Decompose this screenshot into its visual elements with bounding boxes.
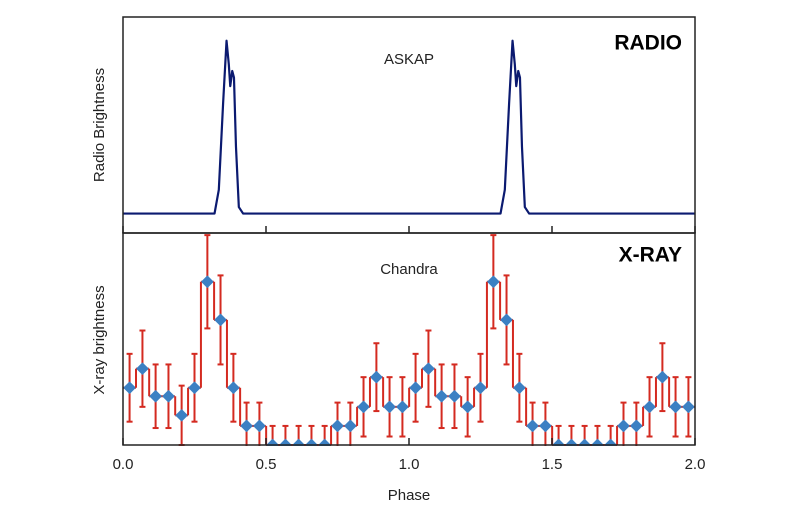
data-point (448, 389, 461, 403)
data-point (214, 313, 227, 327)
panel-label: X-RAY (619, 244, 682, 267)
annotation: Chandra (380, 261, 438, 278)
y-axis-label: Radio Brightness (91, 68, 108, 182)
data-point (526, 419, 539, 433)
data-point (474, 381, 487, 395)
data-point (331, 419, 344, 433)
data-point (617, 419, 630, 433)
x-tick-label: 0.5 (256, 456, 277, 473)
data-point (539, 419, 552, 433)
data-point (370, 370, 383, 384)
data-point (149, 389, 162, 403)
data-point (669, 400, 682, 414)
x-tick-label: 2.0 (685, 456, 706, 473)
data-point (175, 408, 188, 422)
data-point (162, 389, 175, 403)
data-point (630, 419, 643, 433)
data-point (487, 275, 500, 289)
data-point (396, 400, 409, 414)
data-point (656, 370, 669, 384)
data-point (422, 362, 435, 376)
plot-area (123, 234, 695, 446)
data-point (500, 313, 513, 327)
data-point (123, 381, 136, 395)
data-point (409, 381, 422, 395)
data-point (643, 400, 656, 414)
y-axis-label: X-ray brightness (91, 285, 108, 394)
x-axis-label: Phase (388, 487, 431, 504)
data-point (253, 419, 266, 433)
data-point (461, 400, 474, 414)
data-point (240, 419, 253, 433)
data-point (682, 400, 695, 414)
x-tick-label: 1.5 (542, 456, 563, 473)
panel-label: RADIO (614, 32, 682, 55)
data-point (513, 381, 526, 395)
data-point (136, 362, 149, 376)
data-point (344, 419, 357, 433)
data-point (201, 275, 214, 289)
data-point (227, 381, 240, 395)
data-point (188, 381, 201, 395)
data-point (435, 389, 448, 403)
annotation: ASKAP (384, 51, 434, 68)
data-point (383, 400, 396, 414)
data-point (357, 400, 370, 414)
x-tick-label: 0.0 (113, 456, 134, 473)
plot-area (123, 39, 695, 215)
radio-curve (123, 39, 695, 215)
frame (122, 16, 696, 446)
x-tick-label: 1.0 (399, 456, 420, 473)
